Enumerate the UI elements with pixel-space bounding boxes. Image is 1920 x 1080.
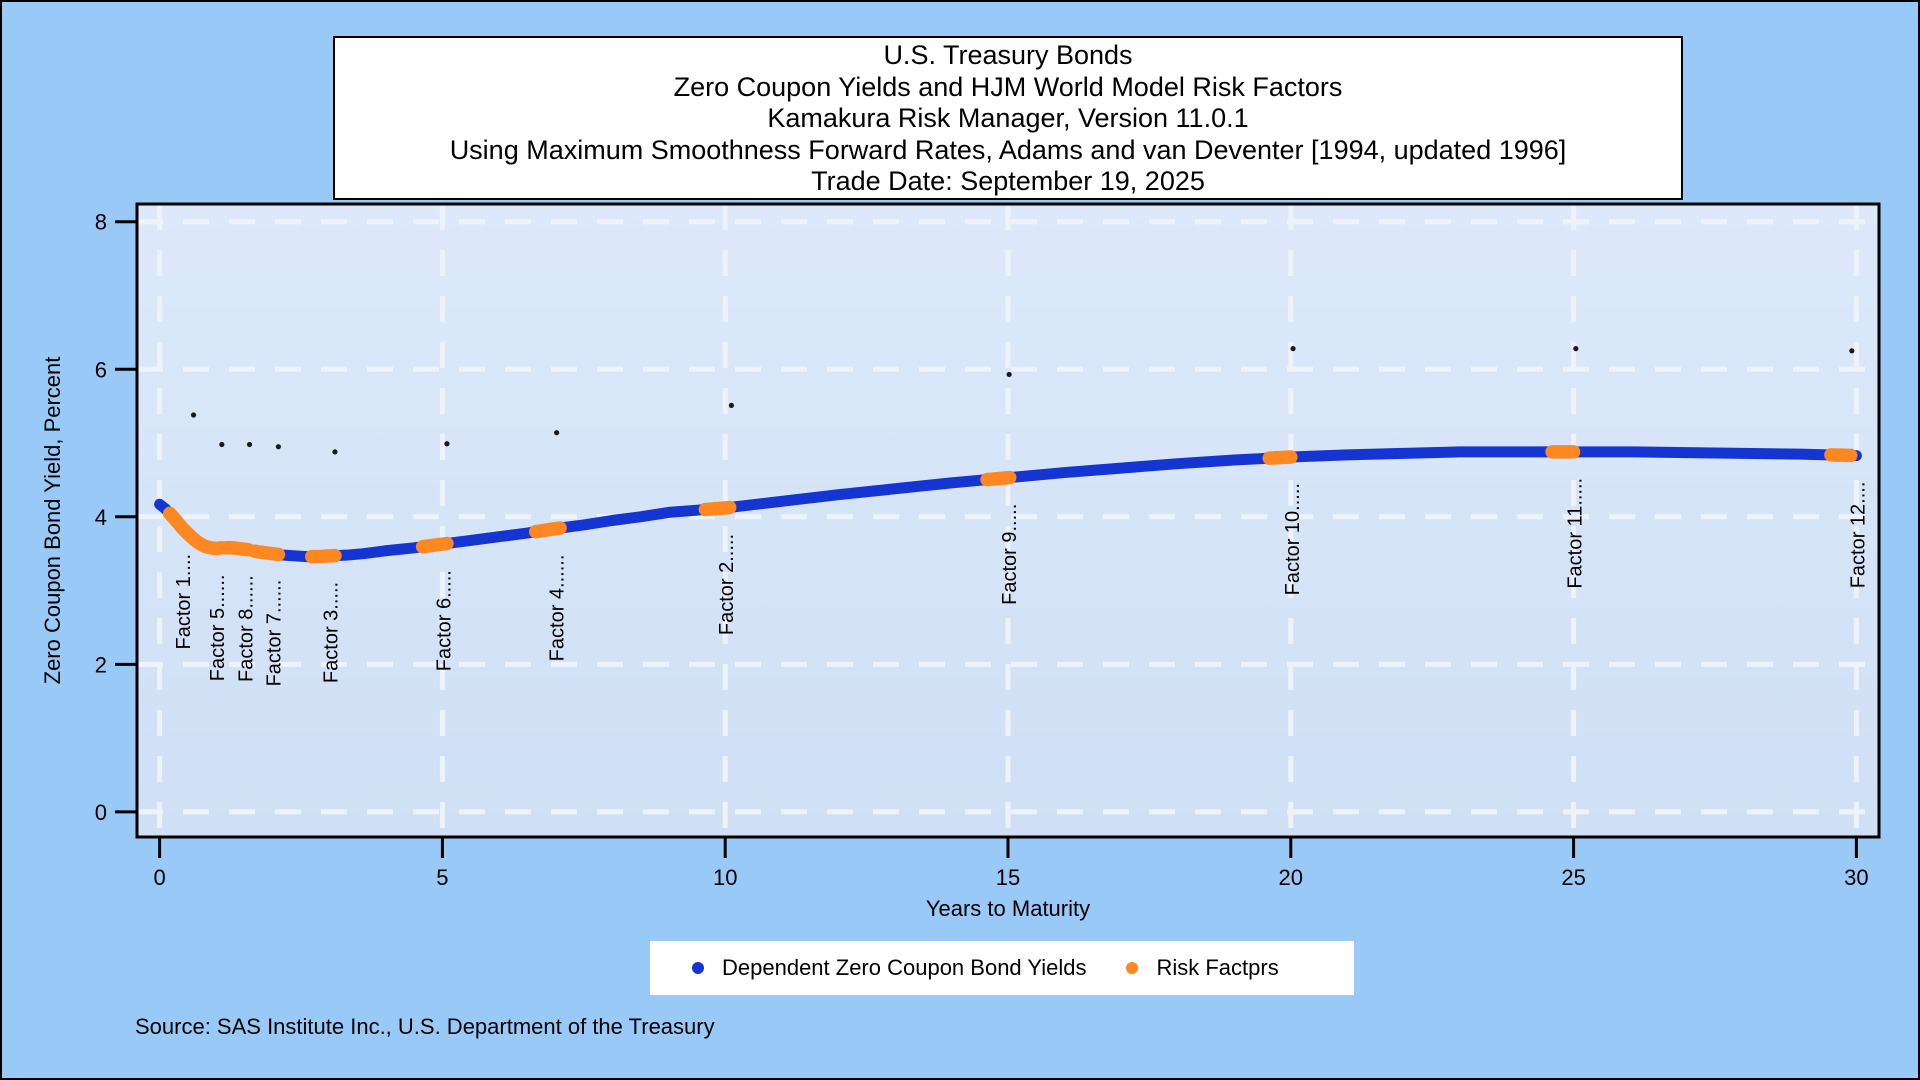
legend-item-yields: Dependent Zero Coupon Bond Yields (692, 955, 1086, 981)
y-tick-label: 2 (95, 652, 107, 677)
factor-label: Factor 7...... (264, 580, 286, 687)
legend-label-risk-factors: Risk Factprs (1156, 955, 1279, 980)
x-tick-label: 25 (1561, 865, 1585, 890)
y-tick-label: 4 (95, 505, 107, 530)
x-axis-title: Years to Maturity (926, 896, 1090, 921)
factor-label: Factor 10..... (1282, 483, 1304, 595)
x-tick-label: 20 (1279, 865, 1303, 890)
risk-factor-segment (247, 544, 286, 562)
risk-factor-segment (190, 534, 229, 556)
factor-leader-dot (1006, 371, 1012, 378)
yield-series-bullet-icon (692, 962, 704, 974)
factor-label: Factor 8...... (235, 575, 257, 682)
y-tick-label: 8 (95, 210, 107, 235)
factor-label: Factor 12.... (1847, 482, 1869, 589)
risk-factor-bullet-icon (1126, 962, 1139, 974)
title-line-3: Kamakura Risk Manager, Version 11.0.1 (767, 103, 1249, 133)
factor-leader-dot (190, 412, 197, 418)
legend-item-risk-factors: Risk Factprs (1126, 955, 1279, 981)
x-tick-label: 0 (153, 865, 165, 890)
source-note: Source: SAS Institute Inc., U.S. Departm… (135, 1014, 715, 1039)
factor-label: Factor 1.... (173, 554, 195, 650)
factor-label: Factor 9..... (999, 504, 1021, 605)
factor-label: Factor 5...... (207, 575, 229, 682)
factor-leader-dot (554, 430, 560, 436)
factor-leader-dot (1290, 346, 1296, 352)
risk-factor-segment (305, 548, 342, 564)
factor-leader-dot (444, 441, 450, 447)
risk-factor-segment (163, 506, 202, 547)
risk-factor-segment (1824, 448, 1858, 463)
risk-factor-segment (980, 470, 1017, 487)
factor-label: Factor 3..... (320, 582, 342, 683)
factor-label: Factor 2..... (716, 534, 738, 635)
title-line-5: Trade Date: September 19, 2025 (811, 166, 1205, 196)
risk-factor-segment (528, 521, 567, 539)
x-tick-label: 15 (996, 865, 1020, 890)
factor-leader-dot (728, 402, 735, 409)
factor-leader-dot (1573, 346, 1579, 352)
factor-label: Factor 11..... (1565, 478, 1587, 589)
y-tick-label: 6 (95, 357, 107, 382)
factor-leader-dot (275, 444, 281, 450)
legend: Dependent Zero Coupon Bond Yields Risk F… (650, 941, 1354, 995)
x-tick-label: 10 (713, 865, 737, 890)
title-line-2: Zero Coupon Yields and HJM World Model R… (673, 71, 1343, 102)
factor-label: Factor 6..... (433, 570, 455, 671)
chart-title-box: U.S. Treasury Bonds Zero Coupon Yields a… (333, 36, 1683, 200)
risk-factor-segment (219, 541, 256, 557)
title-line-4: Using Maximum Smoothness Forward Rates, … (449, 134, 1567, 165)
factor-leader-dot (1849, 348, 1855, 354)
factor-leader-dot (332, 449, 338, 455)
x-tick-label: 5 (436, 865, 448, 890)
y-tick-label: 0 (95, 800, 107, 825)
factor-leader-dot (219, 441, 225, 448)
risk-factor-segment (698, 500, 737, 517)
risk-factor-segment (415, 536, 454, 554)
risk-factor-segment (1262, 450, 1298, 465)
factor-label: Factor 4...... (547, 555, 569, 662)
factor-leader-dot (246, 441, 253, 448)
y-axis-title: Zero Coupon Bond Yield, Percent (40, 357, 65, 685)
title-line-1: U.S. Treasury Bonds (883, 40, 1133, 70)
x-tick-label: 30 (1844, 865, 1868, 890)
legend-label-yields: Dependent Zero Coupon Bond Yields (722, 955, 1087, 980)
